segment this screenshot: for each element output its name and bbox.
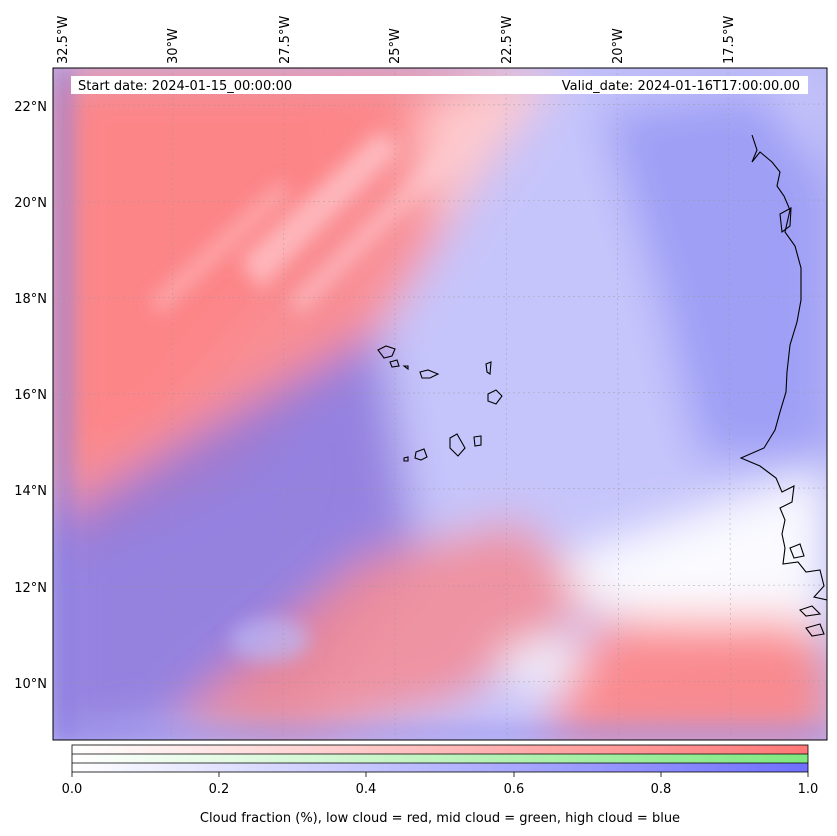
colorbar: 0.0 0.2 0.4 0.6 0.8 1.0 Cloud fraction (… — [62, 744, 819, 826]
lon-label: 32.5°W — [56, 16, 71, 64]
colorbar-tick-label: 0.4 — [356, 782, 377, 797]
lat-label: 20°N — [14, 196, 47, 211]
latitude-labels: 22°N 20°N 18°N 16°N 14°N 12°N 10°N — [14, 100, 47, 692]
colorbar-tick-label: 0.2 — [209, 782, 230, 797]
start-date-label: Start date: 2024-01-15_00:00:00 — [78, 79, 292, 94]
colorbar-tick-marks — [71, 772, 809, 777]
lon-label: 27.5°W — [278, 16, 293, 64]
lon-label: 17.5°W — [722, 16, 737, 64]
date-banner — [71, 76, 808, 94]
lon-label: 20°W — [611, 28, 626, 64]
lon-label: 25°W — [388, 28, 403, 64]
lat-label: 22°N — [14, 100, 47, 115]
colorbar-caption: Cloud fraction (%), low cloud = red, mid… — [200, 811, 680, 826]
lon-label: 22.5°W — [500, 16, 515, 64]
valid-date-label: Valid_date: 2024-01-16T17:00:00.00 — [562, 79, 800, 94]
map-panel: Start date: 2024-01-15_00:00:00 Valid_da… — [14, 16, 828, 741]
coastline — [377, 134, 827, 637]
colorbar-low-strip — [72, 745, 808, 754]
lon-label: 30°W — [166, 28, 181, 64]
colorbar-high-strip — [72, 763, 808, 772]
map-frame — [52, 67, 828, 741]
colorbar-tick-label: 1.0 — [798, 782, 819, 797]
cape-verde-islands — [377, 345, 396, 359]
colorbar-tick-label: 0.0 — [62, 782, 83, 797]
longitude-labels: 32.5°W 30°W 27.5°W 25°W 22.5°W 20°W 17.5… — [56, 16, 737, 64]
cloud-field — [53, 68, 827, 740]
colorbar-tick-label: 0.8 — [651, 782, 672, 797]
lat-label: 10°N — [14, 677, 47, 692]
lat-label: 16°N — [14, 388, 47, 403]
gridlines — [53, 68, 827, 740]
lat-label: 14°N — [14, 484, 47, 499]
lat-label: 12°N — [14, 581, 47, 596]
colorbar-tick-label: 0.6 — [504, 782, 525, 797]
lat-label: 18°N — [14, 292, 47, 307]
africa-coastline — [739, 134, 827, 601]
colorbar-mid-strip — [72, 754, 808, 763]
